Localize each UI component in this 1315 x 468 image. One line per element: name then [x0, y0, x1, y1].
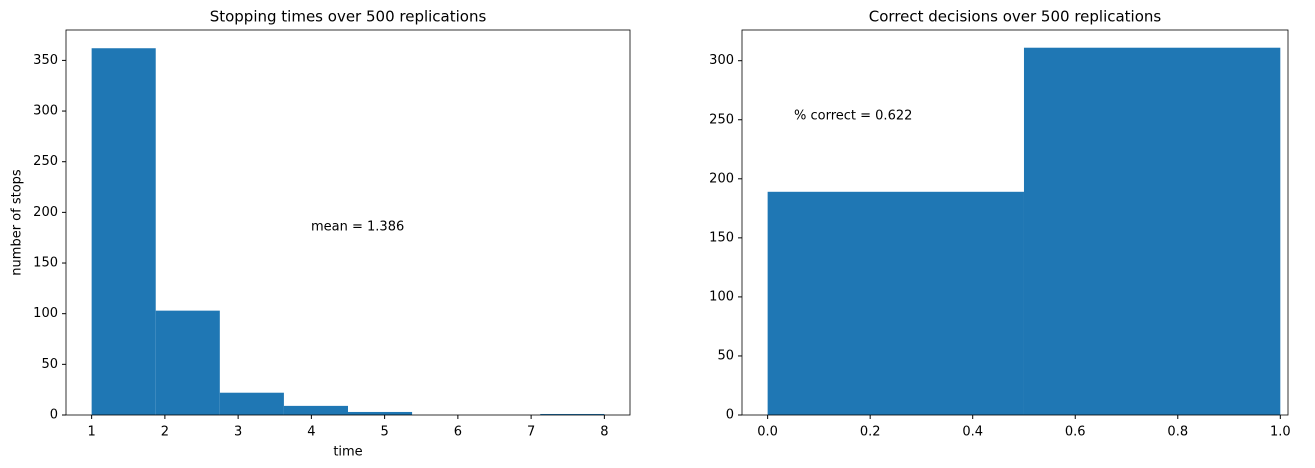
y-tick-label: 200 — [33, 205, 58, 220]
y-tick-label: 250 — [33, 154, 58, 169]
x-tick-label: 5 — [380, 425, 388, 440]
x-tick-label: 2 — [161, 425, 169, 440]
y-tick-label: 350 — [33, 53, 58, 68]
y-tick-label: 50 — [41, 357, 58, 372]
x-tick-label: 0.0 — [757, 425, 778, 440]
chart-title: Correct decisions over 500 replications — [869, 8, 1162, 26]
x-tick-label: 0.8 — [1167, 425, 1188, 440]
y-tick-label: 200 — [709, 171, 734, 186]
annotation: mean = 1.386 — [311, 220, 404, 235]
x-tick-label: 0.2 — [860, 425, 881, 440]
axes-frame — [65, 29, 631, 416]
x-tick-label: 7 — [527, 425, 535, 440]
annotation: % correct = 0.622 — [794, 109, 912, 124]
y-tick-label: 150 — [709, 230, 734, 245]
x-tick-label: 8 — [600, 425, 608, 440]
y-tick-label: 300 — [709, 53, 734, 68]
x-tick-label: 1.0 — [1270, 425, 1291, 440]
y-tick-label: 150 — [33, 256, 58, 271]
y-tick-label: 100 — [709, 289, 734, 304]
bar — [155, 310, 220, 415]
bar — [91, 48, 156, 415]
x-tick-label: 3 — [234, 425, 242, 440]
axes-frame — [741, 29, 1289, 416]
y-axis-label: number of stops — [10, 169, 25, 276]
x-axis-label: time — [333, 445, 362, 460]
x-tick-label: 0.4 — [962, 425, 983, 440]
bar — [1023, 47, 1281, 416]
x-tick-label: 0.6 — [1065, 425, 1086, 440]
bar — [348, 411, 413, 415]
x-tick-label: 1 — [87, 425, 95, 440]
y-tick-label: 0 — [50, 408, 58, 423]
bar — [540, 413, 605, 415]
bar — [219, 392, 284, 415]
bar — [283, 405, 348, 415]
y-tick-label: 0 — [726, 408, 734, 423]
y-tick-label: 300 — [33, 104, 58, 119]
chart-title: Stopping times over 500 replications — [210, 8, 487, 26]
y-tick-label: 50 — [717, 348, 734, 363]
x-tick-label: 4 — [307, 425, 315, 440]
x-tick-label: 6 — [454, 425, 462, 440]
y-tick-label: 250 — [709, 112, 734, 127]
y-tick-label: 100 — [33, 306, 58, 321]
bar — [767, 191, 1024, 415]
